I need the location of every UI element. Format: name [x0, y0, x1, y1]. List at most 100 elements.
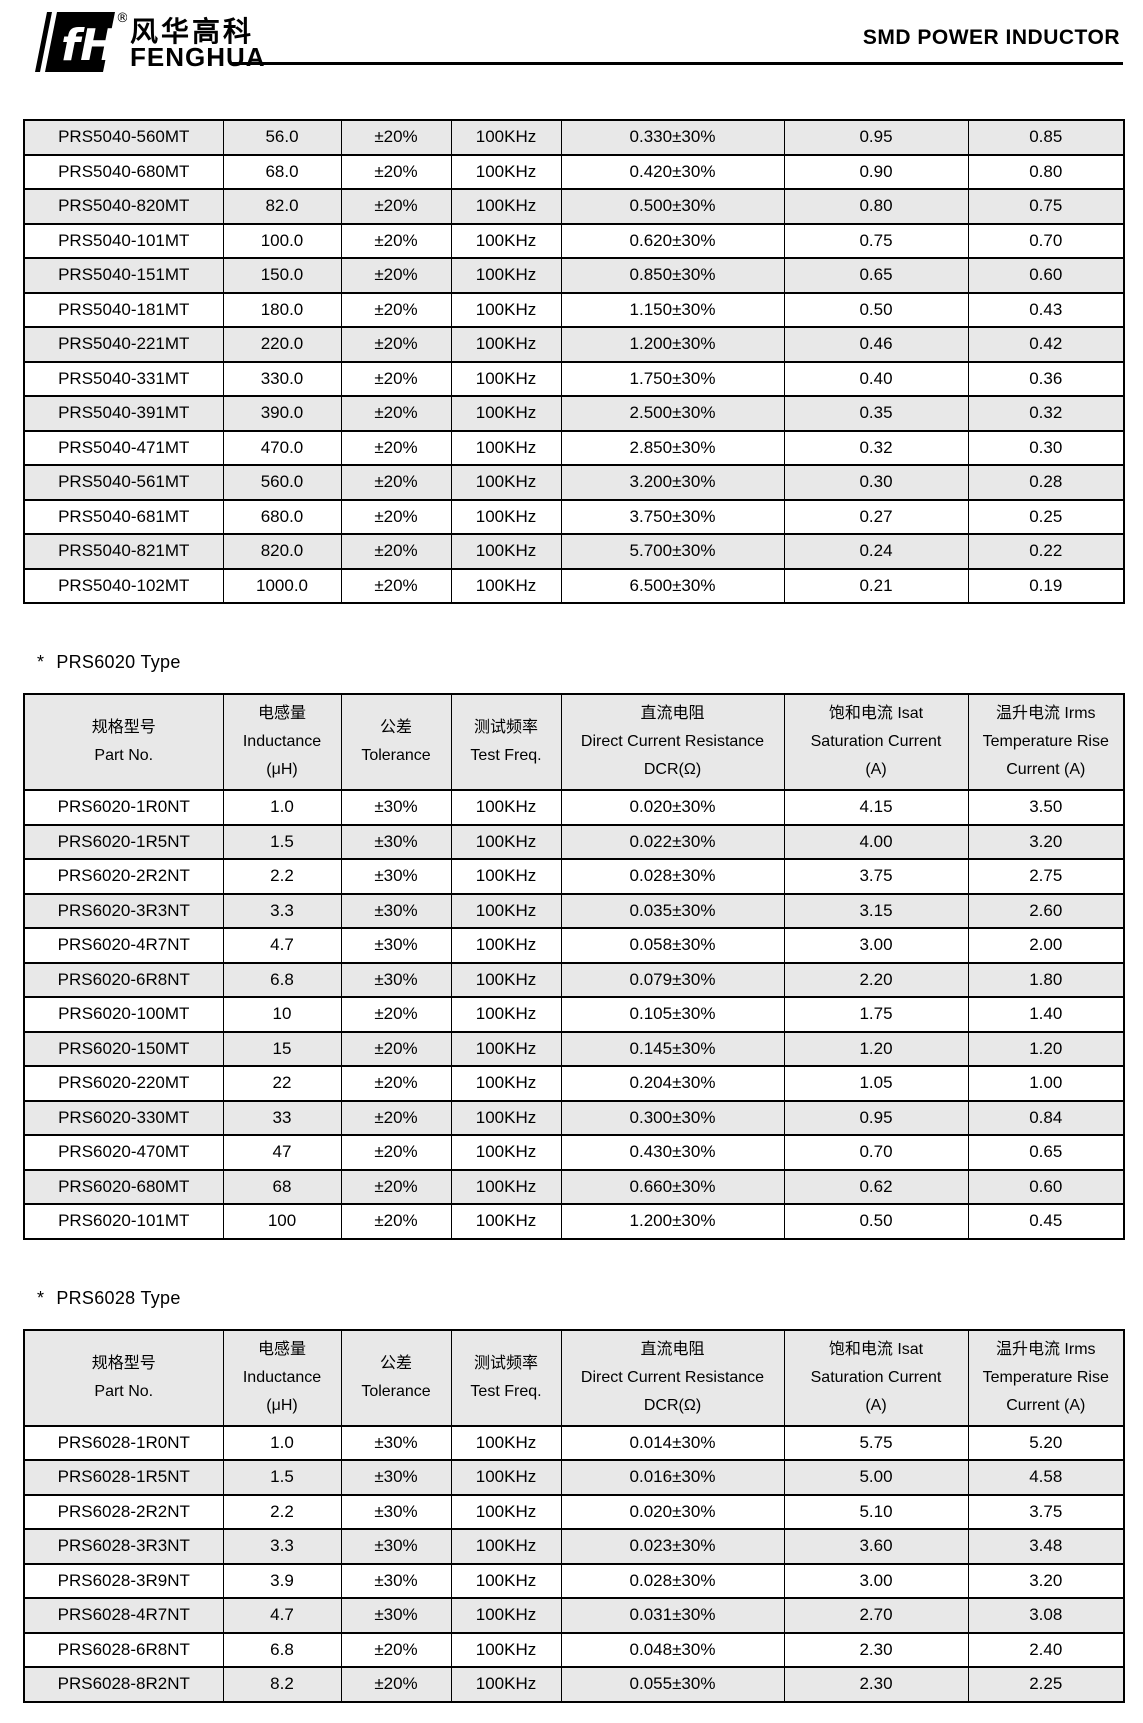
part-no-cell: PRS5040-102MT	[23, 567, 224, 604]
value-cell: 100KHz	[450, 892, 562, 929]
header-line: Temperature Rise	[982, 733, 1109, 750]
table-header-cell: 规格型号 Part No.	[23, 693, 224, 791]
value-cell: 220.0	[222, 326, 342, 363]
value-cell: 1.20	[967, 1030, 1125, 1067]
value-cell: 2.30	[783, 1631, 969, 1668]
table-row: PRS5040-820MT 82.0 ±20% 100KHz 0.500±30% 0.80…	[23, 188, 1125, 225]
value-cell: 0.19	[967, 567, 1125, 604]
header-rule	[230, 62, 1123, 65]
header-line: Saturation Current	[810, 733, 942, 750]
table-header-cell: 直流电阻 Direct Current Resistance DCR(Ω)	[560, 1328, 785, 1427]
value-cell: 100KHz	[450, 1168, 562, 1205]
heading-star: *	[37, 1287, 45, 1308]
value-cell: 0.75	[967, 188, 1125, 225]
value-cell: 1.200±30%	[560, 1203, 785, 1240]
value-cell: 1000.0	[222, 567, 342, 604]
value-cell: 2.30	[783, 1666, 969, 1703]
value-cell: 0.22	[967, 533, 1125, 570]
table-row: PRS6020-100MT 10 ±20% 100KHz 0.105±30% 1.75 1.…	[23, 996, 1125, 1033]
value-cell: 0.035±30%	[560, 892, 785, 929]
value-cell: 2.2	[222, 1493, 342, 1530]
value-cell: 1.200±30%	[560, 326, 785, 363]
value-cell: 3.75	[783, 858, 969, 895]
value-cell: 3.15	[783, 892, 969, 929]
value-cell: ±30%	[340, 823, 452, 860]
value-cell: 0.45	[967, 1203, 1125, 1240]
value-cell: 3.3	[222, 892, 342, 929]
value-cell: 1.00	[967, 1065, 1125, 1102]
value-cell: 1.750±30%	[560, 360, 785, 397]
table-row: PRS6028-8R2NT 8.2 ±20% 100KHz 0.055±30% 2.30 2…	[23, 1666, 1125, 1703]
table-row: PRS6020-6R8NT 6.8 ±30% 100KHz 0.079±30% 2.20 1…	[23, 961, 1125, 998]
value-cell: 0.27	[783, 498, 969, 535]
value-cell: ±30%	[340, 858, 452, 895]
value-cell: 180.0	[222, 291, 342, 328]
table-row: PRS5040-102MT 1000.0 ±20% 100KHz 6.500±30% 0.…	[23, 567, 1125, 604]
value-cell: 3.50	[967, 789, 1125, 826]
value-cell: 100KHz	[450, 1562, 562, 1599]
value-cell: 100KHz	[450, 222, 562, 259]
value-cell: 3.48	[967, 1528, 1125, 1565]
table-header-cell: 温升电流 Irms Temperature Rise Current (A)	[967, 693, 1125, 791]
value-cell: 100KHz	[450, 429, 562, 466]
table-row: PRS6028-3R3NT 3.3 ±30% 100KHz 0.023±30% 3.60 3…	[23, 1528, 1125, 1565]
heading-text: PRS6028 Type	[56, 1287, 181, 1308]
value-cell: 100KHz	[450, 533, 562, 570]
value-cell: 0.50	[783, 291, 969, 328]
table-row: PRS6020-150MT 15 ±20% 100KHz 0.145±30% 1.20 1.…	[23, 1030, 1125, 1067]
value-cell: 6.8	[222, 961, 342, 998]
prs6028-table: 规格型号 Part No. 电感量 Inductance (μH) 公差 Tolerance…	[23, 1328, 1125, 1703]
value-cell: 560.0	[222, 464, 342, 501]
value-cell: 2.60	[967, 892, 1125, 929]
table-row: PRS6020-1R0NT 1.0 ±30% 100KHz 0.020±30% 4.15 3…	[23, 789, 1125, 826]
value-cell: 100KHz	[450, 1493, 562, 1530]
value-cell: 0.80	[783, 188, 969, 225]
value-cell: ±20%	[340, 360, 452, 397]
value-cell: 0.62	[783, 1168, 969, 1205]
header-line: Saturation Current	[810, 1368, 942, 1386]
part-no-cell: PRS6028-8R2NT	[23, 1666, 224, 1703]
value-cell: 0.75	[783, 222, 969, 259]
page-header: fH ® 风华高科 FENGHUA SMD POWER INDUCTOR	[23, 0, 1123, 119]
header-line: (A)	[865, 761, 887, 778]
value-cell: ±30%	[340, 892, 452, 929]
part-no-cell: PRS6028-1R5NT	[23, 1459, 224, 1496]
value-cell: 0.80	[967, 153, 1125, 190]
value-cell: 100KHz	[450, 464, 562, 501]
value-cell: 100KHz	[450, 360, 562, 397]
value-cell: 0.105±30%	[560, 996, 785, 1033]
value-cell: 0.079±30%	[560, 961, 785, 998]
part-no-cell: PRS6020-4R7NT	[23, 927, 224, 964]
value-cell: 0.32	[783, 429, 969, 466]
table-row: PRS5040-680MT 68.0 ±20% 100KHz 0.420±30% 0.90…	[23, 153, 1125, 190]
part-no-cell: PRS6020-680MT	[23, 1168, 224, 1205]
value-cell: ±20%	[340, 533, 452, 570]
value-cell: 3.00	[783, 1562, 969, 1599]
value-cell: 3.20	[967, 823, 1125, 860]
header-line: 温升电流 Irms	[995, 1340, 1096, 1358]
value-cell: 0.43	[967, 291, 1125, 328]
value-cell: 2.2	[222, 858, 342, 895]
value-cell: ±20%	[340, 222, 452, 259]
value-cell: 470.0	[222, 429, 342, 466]
header-line: 直流电阻	[640, 1340, 705, 1358]
header-line: Tolerance	[361, 747, 431, 764]
value-cell: ±30%	[340, 1562, 452, 1599]
value-cell: 0.023±30%	[560, 1528, 785, 1565]
value-cell: 2.75	[967, 858, 1125, 895]
header-line: Inductance	[242, 1368, 322, 1386]
table-row: PRS5040-181MT 180.0 ±20% 100KHz 1.150±30% 0.5…	[23, 291, 1125, 328]
table-row: PRS5040-151MT 150.0 ±20% 100KHz 0.850±30% 0.6…	[23, 257, 1125, 294]
value-cell: 100.0	[222, 222, 342, 259]
value-cell: 0.204±30%	[560, 1065, 785, 1102]
value-cell: 2.20	[783, 961, 969, 998]
value-cell: 0.014±30%	[560, 1424, 785, 1461]
table-row: PRS5040-681MT 680.0 ±20% 100KHz 3.750±30% 0.2…	[23, 498, 1125, 535]
value-cell: 3.20	[967, 1562, 1125, 1599]
part-no-cell: PRS6020-2R2NT	[23, 858, 224, 895]
prs5040-table: PRS5040-560MT 56.0 ±20% 100KHz 0.330±30% 0.95…	[23, 119, 1125, 604]
header-line: DCR(Ω)	[643, 1396, 702, 1414]
value-cell: 0.020±30%	[560, 789, 785, 826]
part-no-cell: PRS6028-4R7NT	[23, 1597, 224, 1634]
value-cell: 1.40	[967, 996, 1125, 1033]
